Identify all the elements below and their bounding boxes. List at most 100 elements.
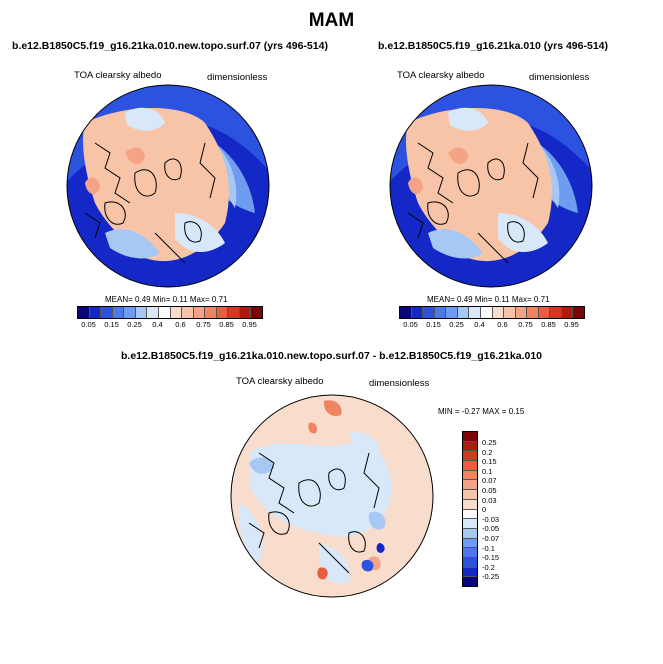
colorbar-tick-label: 0.03: [482, 495, 497, 505]
diff-colorbar-ticks: 0.25 0.2 0.15 0.1 0.07 0.05 0.03 0 -0.03 -0.05 -0.…: [482, 438, 499, 582]
colorbar-swatch: [101, 307, 113, 318]
colorbar-swatch: [463, 538, 477, 549]
colorbar-swatch: [135, 307, 148, 318]
colorbar-swatch: [457, 307, 470, 318]
colorbar-tick-label: -0.1: [482, 543, 495, 553]
colorbar-tick-label: 0.75: [196, 320, 211, 329]
colorbar-swatch: [504, 307, 516, 318]
colorbar-tick-label: 0.4: [474, 320, 485, 329]
colorbar-swatch: [463, 441, 477, 452]
colorbar-tick-label: -0.05: [482, 524, 500, 534]
colorbar-swatch: [463, 451, 477, 462]
colorbar-tick-label: -0.25: [482, 572, 500, 582]
colorbar-swatch: [400, 307, 412, 318]
colorbar-swatch: [463, 528, 477, 539]
colorbar-tick-label: 0.05: [81, 320, 96, 329]
panel-1-variable: TOA clearsky albedo: [74, 70, 162, 81]
colorbar-tick-label: 0.05: [482, 485, 497, 495]
colorbar-swatch: [147, 307, 159, 318]
colorbar-tick-label: 0.07: [482, 476, 497, 486]
mean-value: 0.49: [135, 295, 151, 304]
colorbar-swatch: [239, 307, 252, 318]
colorbar-tick-label: 0.25: [127, 320, 142, 329]
max-label: Max=: [189, 295, 210, 304]
colorbar-tick-label: 0.75: [518, 320, 533, 329]
panel-1-polar-map: [66, 84, 270, 288]
panel-2-variable: TOA clearsky albedo: [397, 70, 485, 81]
colorbar-swatch: [463, 548, 477, 558]
colorbar-tick-label: 0: [482, 505, 487, 515]
colorbar-swatch: [78, 307, 90, 318]
panel-2-stats: MEAN= 0.49 Min= 0.11 Max= 0.71: [427, 295, 549, 304]
panel-2-colorbar: [399, 306, 585, 319]
panel-1-colorbar-ticks: 0.05 0.15 0.25 0.4 0.6 0.75 0.85 0.95: [77, 320, 261, 329]
panel-2-units: dimensionless: [529, 72, 590, 83]
colorbar-swatch: [573, 307, 584, 318]
colorbar-swatch: [463, 490, 477, 500]
panel-2-title: b.e12.B1850C5.f19_g16.21ka.010 (yrs 496-…: [378, 40, 608, 52]
colorbar-tick-label: 0.4: [152, 320, 163, 329]
colorbar-swatch: [550, 307, 562, 318]
colorbar-swatch: [193, 307, 206, 318]
colorbar-swatch: [158, 307, 171, 318]
colorbar-swatch: [463, 480, 477, 491]
colorbar-tick-label: -0.2: [482, 562, 495, 572]
colorbar-swatch: [463, 577, 477, 586]
colorbar-swatch: [463, 567, 477, 578]
colorbar-swatch: [515, 307, 528, 318]
colorbar-tick-label: 0.6: [497, 320, 508, 329]
diff-colorbar: [462, 431, 478, 587]
panel-2-polar-map: [389, 84, 593, 288]
diff-title: b.e12.B1850C5.f19_g16.21ka.010.new.topo.…: [120, 350, 543, 362]
colorbar-swatch: [480, 307, 493, 318]
colorbar-tick-label: -0.03: [482, 514, 500, 524]
colorbar-tick-label: 0.2: [482, 447, 493, 457]
colorbar-swatch: [411, 307, 424, 318]
colorbar-swatch: [463, 461, 477, 471]
colorbar-tick-label: 0.15: [482, 457, 497, 467]
colorbar-swatch: [469, 307, 481, 318]
figure-title: MAM: [308, 10, 355, 31]
colorbar-tick-label: 0.25: [482, 438, 497, 447]
colorbar-swatch: [463, 499, 477, 510]
colorbar-tick-label: 0.85: [219, 320, 234, 329]
min-value: 0.11: [172, 295, 188, 304]
panel-2-colorbar-ticks: 0.05 0.15 0.25 0.4 0.6 0.75 0.85 0.95: [399, 320, 583, 329]
colorbar-swatch: [182, 307, 194, 318]
colorbar-tick-label: -0.07: [482, 533, 500, 543]
colorbar-swatch: [205, 307, 217, 318]
min-label: Min=: [474, 295, 493, 304]
min-value: 0.11: [494, 295, 510, 304]
colorbar-tick-label: 0.95: [242, 320, 257, 329]
colorbar-swatch: [538, 307, 551, 318]
colorbar-swatch: [463, 432, 477, 442]
max-value: 0.71: [211, 295, 228, 304]
mean-value: 0.49: [457, 295, 473, 304]
panel-1-stats: MEAN= 0.49 Min= 0.11 Max= 0.71: [105, 295, 227, 304]
colorbar-swatch: [463, 509, 477, 520]
colorbar-swatch: [216, 307, 229, 318]
panel-1-colorbar: [77, 306, 263, 319]
colorbar-swatch: [112, 307, 125, 318]
max-label: Max=: [511, 295, 532, 304]
panel-1-title: b.e12.B1850C5.f19_g16.21ka.010.new.topo.…: [12, 40, 328, 52]
colorbar-swatch: [463, 557, 477, 568]
colorbar-swatch: [228, 307, 240, 318]
colorbar-tick-label: -0.15: [482, 553, 500, 563]
colorbar-swatch: [170, 307, 183, 318]
colorbar-swatch: [124, 307, 136, 318]
colorbar-tick-label: 0.25: [449, 320, 464, 329]
colorbar-swatch: [492, 307, 505, 318]
colorbar-swatch: [561, 307, 574, 318]
colorbar-swatch: [463, 519, 477, 529]
colorbar-swatch: [423, 307, 435, 318]
colorbar-tick-label: 0.6: [175, 320, 186, 329]
colorbar-tick-label: 0.05: [403, 320, 418, 329]
diff-units: dimensionless: [369, 378, 430, 389]
colorbar-tick-label: 0.1: [482, 466, 493, 476]
diff-variable: TOA clearsky albedo: [236, 376, 324, 387]
colorbar-swatch: [446, 307, 458, 318]
min-label: Min=: [152, 295, 171, 304]
max-value: 0.71: [533, 295, 550, 304]
colorbar-swatch: [527, 307, 539, 318]
